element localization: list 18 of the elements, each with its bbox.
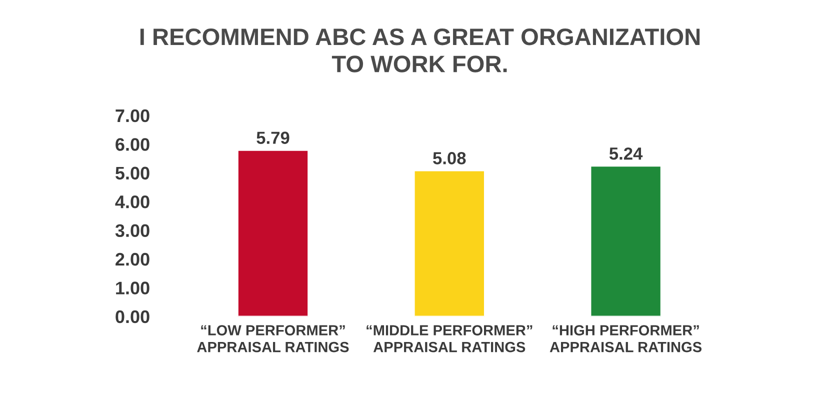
bar — [590, 165, 662, 316]
data-label: 5.08 — [433, 152, 466, 164]
x-tick-label: “HIGH PERFORMER” APPRAISAL RATINGS — [550, 325, 702, 352]
y-tick-label: 3.00 — [115, 224, 150, 238]
x-tick-label: “LOW PERFORMER” APPRAISAL RATINGS — [197, 325, 349, 352]
y-tick-label: 1.00 — [116, 282, 150, 294]
bar — [237, 149, 309, 316]
x-tick-label: “MIDDLE PERFORMER” APPRAISAL RATINGS — [366, 325, 532, 352]
y-tick-label: 7.00 — [116, 109, 150, 122]
y-tick-label: 0.00 — [116, 310, 150, 324]
data-label: 5.79 — [256, 132, 290, 144]
y-tick-label: 6.00 — [116, 138, 150, 151]
bar — [413, 170, 486, 316]
y-tick-label: 4.00 — [115, 195, 150, 208]
data-label: 5.24 — [609, 147, 643, 160]
chart-title: I RECOMMEND ABC AS A GREAT ORGANIZATION TO WORK FOR. — [140, 28, 700, 72]
y-tick-label: 5.00 — [115, 166, 150, 180]
y-tick-label: 2.00 — [116, 252, 150, 266]
